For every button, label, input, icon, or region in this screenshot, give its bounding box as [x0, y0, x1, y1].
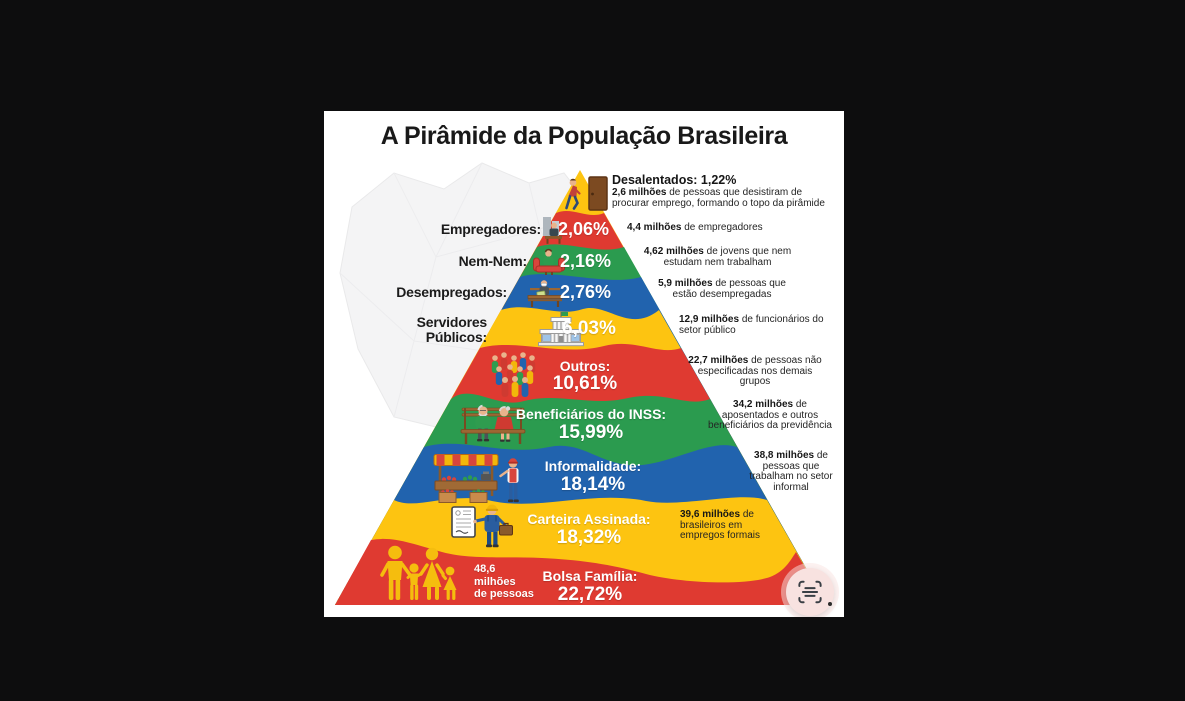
bolsa-familia-note: 48,6 milhões de pessoas — [474, 563, 534, 601]
band-percent-bolsa-familia: 22,72% — [557, 584, 623, 605]
band-label-bolsa-familia: Bolsa Família: — [542, 568, 638, 584]
band-percent-carteira: 18,32% — [556, 527, 622, 548]
band-percent-outros: 10,61% — [552, 373, 618, 394]
band-label-outros: Outros: — [559, 358, 611, 374]
bench-laptop-person-icon — [527, 280, 563, 307]
callout-outros: 22,7 milhões de pessoas não especificada… — [688, 355, 822, 387]
callout-desempregados: 5,9 milhões de pessoas que estão desempr… — [658, 278, 786, 300]
note-line: de pessoas — [474, 588, 534, 600]
row-label-nem-nem: Nem-Nem: — [458, 253, 528, 269]
percent-servidores: 6,03% — [562, 318, 616, 339]
scan-cursor-dot — [828, 602, 832, 606]
band-label-informalidade: Informalidade: — [544, 458, 642, 474]
crowd-icon — [491, 352, 536, 397]
row-label-desempregados: Desempregados: — [396, 284, 507, 300]
band-percent-informalidade: 18,14% — [560, 474, 626, 495]
band-bolsa-familia — [335, 538, 827, 605]
family-icon — [380, 545, 457, 600]
note-line: milhões — [474, 575, 516, 588]
pyramid-chart — [335, 162, 827, 605]
scan-icon — [798, 580, 822, 604]
page-title: A Pirâmide da População Brasileira — [380, 122, 788, 150]
note-line: 48,6 — [474, 563, 496, 575]
callout-carteira: 39,6 milhões de brasileiros em empregos … — [680, 509, 761, 541]
infographic-card: A Pirâmide da População Brasileira — [324, 111, 844, 617]
elderly-couple-bench-icon — [460, 404, 526, 444]
callout-inss: 34,2 milhões de aposentados e outros ben… — [708, 399, 832, 431]
callout-desalentados: 2,6 milhões de pessoas que desistiram de… — [612, 187, 825, 209]
band-label-carteira: Carteira Assinada: — [527, 511, 651, 527]
market-stall-vendor-icon — [433, 454, 519, 503]
callout-servidores: 12,9 milhões de funcionários do setor pú… — [679, 314, 824, 336]
callout-empregadores: 4,4 milhões de empregadores — [627, 222, 763, 233]
row-label-empregadores: Empregadores: — [440, 221, 541, 237]
band-label-inss: Beneficiários do INSS: — [515, 406, 667, 422]
row-label-servidores: Servidores Públicos: — [416, 314, 488, 345]
callout-informalidade: 38,8 milhões de pessoas que trabalham no… — [749, 450, 833, 493]
person-leaving-door-icon — [565, 176, 608, 211]
callout-nem-nem: 4,62 milhões de jovens que nem estudam n… — [643, 246, 792, 268]
band-percent-inss: 15,99% — [558, 422, 624, 443]
percent-nem-nem: 2,16% — [560, 251, 612, 271]
callout-desalentados-heading: Desalentados: 1,22% — [612, 173, 737, 187]
scan-button[interactable] — [786, 568, 834, 616]
government-building-icon — [538, 312, 584, 347]
employer-desk-icon — [543, 217, 562, 244]
worker-document-icon — [451, 504, 513, 548]
couch-person-icon — [533, 248, 565, 275]
percent-empregadores: 2,06% — [558, 219, 610, 239]
percent-desempregados: 2,76% — [560, 282, 612, 302]
